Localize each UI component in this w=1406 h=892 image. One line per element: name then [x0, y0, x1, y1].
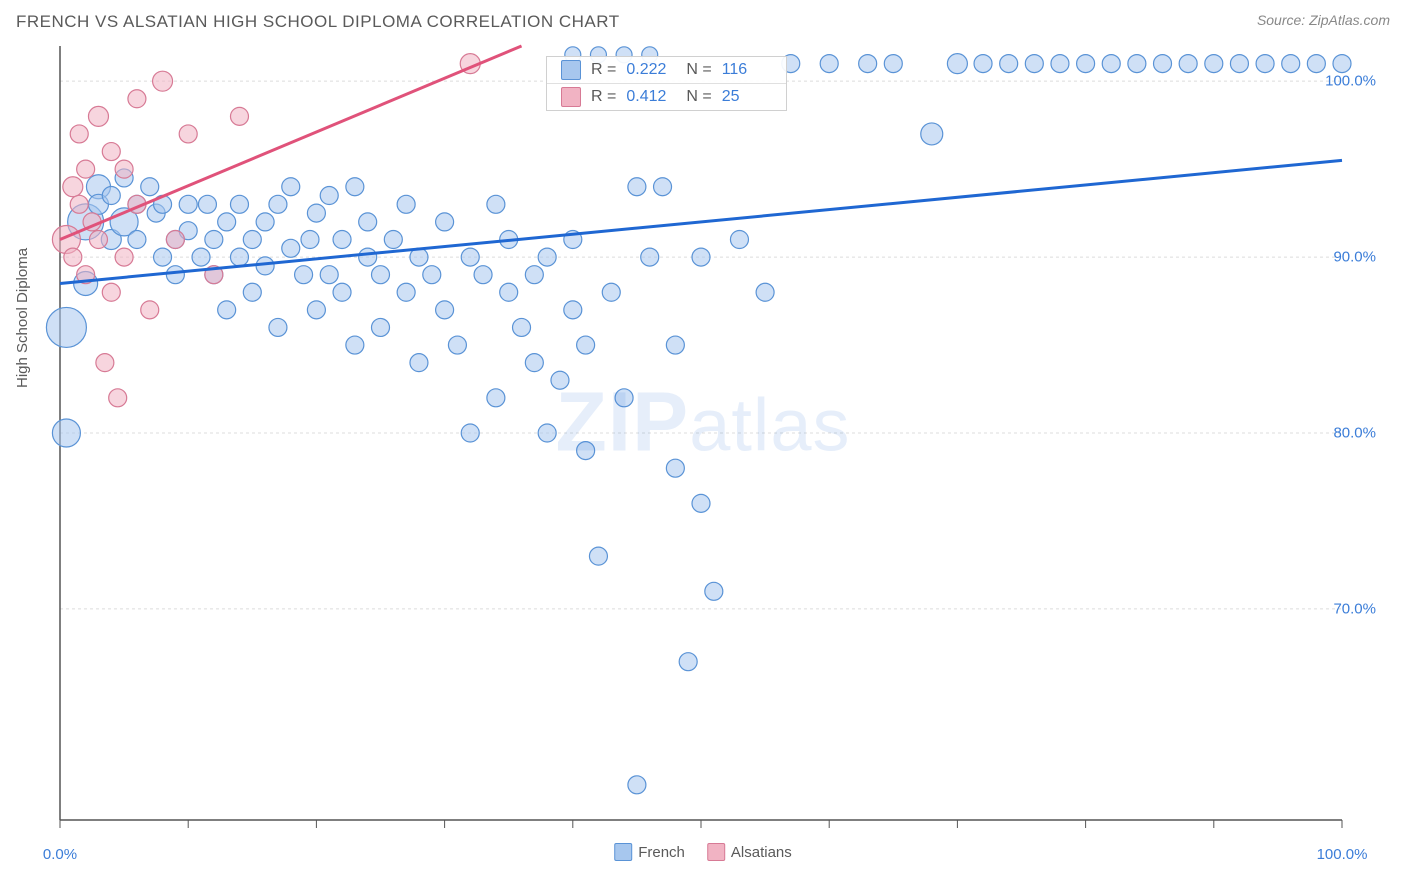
legend-n-label: N = — [686, 88, 711, 106]
scatter-chart — [16, 40, 1356, 830]
legend-r-value: 0.222 — [626, 61, 676, 79]
series-legend-label: Alsatians — [731, 844, 792, 861]
legend-swatch — [614, 843, 632, 861]
y-tick-label: 70.0% — [1333, 600, 1376, 617]
y-axis-label: High School Diploma — [14, 247, 31, 387]
legend-swatch — [561, 87, 581, 107]
correlation-legend: R = 0.222 N = 116 R = 0.412 N = 25 — [546, 56, 787, 111]
series-legend-label: French — [638, 844, 685, 861]
chart-title: FRENCH VS ALSATIAN HIGH SCHOOL DIPLOMA C… — [16, 12, 620, 32]
series-legend: French Alsatians — [614, 843, 792, 861]
legend-r-value: 0.412 — [626, 88, 676, 106]
legend-r-label: R = — [591, 88, 616, 106]
x-tick-label: 100.0% — [1317, 846, 1368, 863]
y-tick-label: 80.0% — [1333, 425, 1376, 442]
legend-n-value: 25 — [722, 88, 772, 106]
chart-container: High School Diploma ZIPatlas 70.0%80.0%9… — [16, 40, 1390, 835]
series-legend-item: Alsatians — [707, 843, 792, 861]
legend-row: R = 0.222 N = 116 — [547, 57, 786, 83]
legend-n-label: N = — [686, 61, 711, 79]
x-tick-label: 0.0% — [43, 846, 77, 863]
y-tick-label: 90.0% — [1333, 249, 1376, 266]
legend-swatch — [707, 843, 725, 861]
chart-source: Source: ZipAtlas.com — [1257, 12, 1390, 28]
legend-n-value: 116 — [722, 61, 772, 79]
series-legend-item: French — [614, 843, 685, 861]
legend-r-label: R = — [591, 61, 616, 79]
legend-row: R = 0.412 N = 25 — [547, 83, 786, 110]
legend-swatch — [561, 60, 581, 80]
chart-header: FRENCH VS ALSATIAN HIGH SCHOOL DIPLOMA C… — [0, 0, 1406, 40]
y-tick-label: 100.0% — [1325, 73, 1376, 90]
